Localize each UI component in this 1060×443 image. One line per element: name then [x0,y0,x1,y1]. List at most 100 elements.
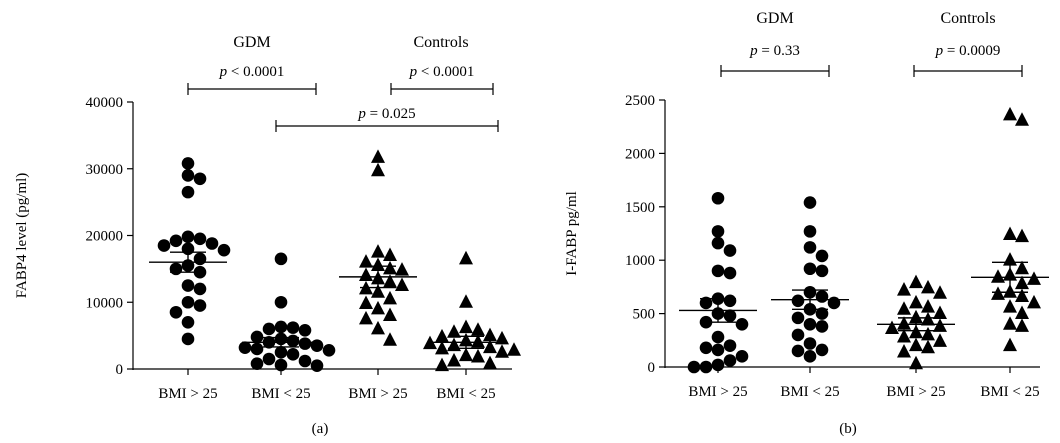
p-value-label: p = 0.0009 [935,43,1001,59]
data-point [495,330,509,345]
data-point [711,330,725,344]
data-point [711,236,725,250]
data-point [217,243,231,257]
data-point [933,285,947,299]
data-point [371,257,385,271]
data-point [371,244,385,258]
data-point [181,185,195,199]
data-point [815,290,829,303]
group-label: Controls [940,10,995,27]
data-point [1015,228,1029,243]
data-point [909,294,923,309]
y-tick-label: 2500 [625,93,655,109]
y-tick-label: 1000 [625,253,655,269]
data-point [181,295,195,309]
data-point [921,326,935,341]
data-point [1015,112,1029,126]
data-point [735,317,749,331]
data-point [395,262,409,276]
data-point [286,348,300,361]
x-tick-label: BMI > 25 [158,386,217,402]
panel-label: (b) [839,421,857,437]
y-tick-label: 0 [116,362,124,378]
data-point [359,310,373,325]
data-point [274,252,288,266]
data-point [897,343,911,358]
data-point [723,266,737,280]
data-point [933,318,947,332]
data-point [723,294,737,308]
data-point [471,348,485,363]
data-point [897,282,911,296]
data-point [921,299,935,313]
data-point [897,329,911,343]
data-point [1015,305,1029,320]
data-point [310,359,324,372]
data-point [238,341,252,354]
p-value-label: p = 0.33 [749,43,800,59]
data-point [815,307,829,320]
data-point [471,322,485,336]
data-point [286,321,300,334]
data-point [909,274,923,289]
y-tick-label: 20000 [86,229,124,245]
data-point [711,191,725,205]
data-point [921,279,935,294]
data-point [483,327,497,342]
data-point [193,252,207,266]
data-point [371,149,385,163]
data-point [181,332,195,346]
data-point [193,299,207,312]
data-point [909,355,923,370]
data-point [711,225,725,238]
p-value-label: p < 0.0001 [219,64,285,80]
data-point [371,284,385,298]
data-point [435,340,449,355]
x-tick-label: BMI > 25 [348,386,407,402]
data-point [711,343,725,357]
data-point [371,300,385,315]
data-point [483,355,497,370]
x-tick-label: BMI < 25 [780,384,839,400]
data-point [735,350,749,363]
data-point [1003,316,1017,330]
data-point [921,339,935,354]
data-point [723,354,737,367]
data-point [803,262,817,276]
y-tick-label: 1500 [625,200,655,216]
group-label: Controls [413,34,468,51]
group-label: GDM [233,34,270,51]
data-point [459,347,473,362]
data-point [791,344,805,358]
data-point [157,239,171,252]
x-tick-label: BMI < 25 [251,386,310,402]
data-point [723,244,737,257]
data-point [803,337,817,350]
data-point [322,344,336,357]
data-point [699,296,713,310]
y-axis-label: I-FABP pg/ml [564,191,580,276]
data-point [803,196,817,209]
data-point [383,307,397,322]
data-point [991,286,1005,300]
data-point [1003,299,1017,313]
data-point [507,342,521,356]
data-point [371,320,385,335]
x-tick-label: BMI > 25 [688,384,747,400]
data-point [298,323,312,337]
data-point [699,341,713,355]
data-point [181,315,195,329]
data-point [885,320,899,335]
data-point [181,169,195,182]
data-point [383,247,397,261]
data-point [1015,260,1029,275]
data-point [723,339,737,352]
data-point [205,237,219,250]
data-point [909,337,923,352]
p-value-label: p = 0.025 [357,106,415,122]
y-tick-label: 0 [648,360,656,376]
data-point [897,301,911,315]
data-point [262,322,276,336]
data-point [447,324,461,338]
